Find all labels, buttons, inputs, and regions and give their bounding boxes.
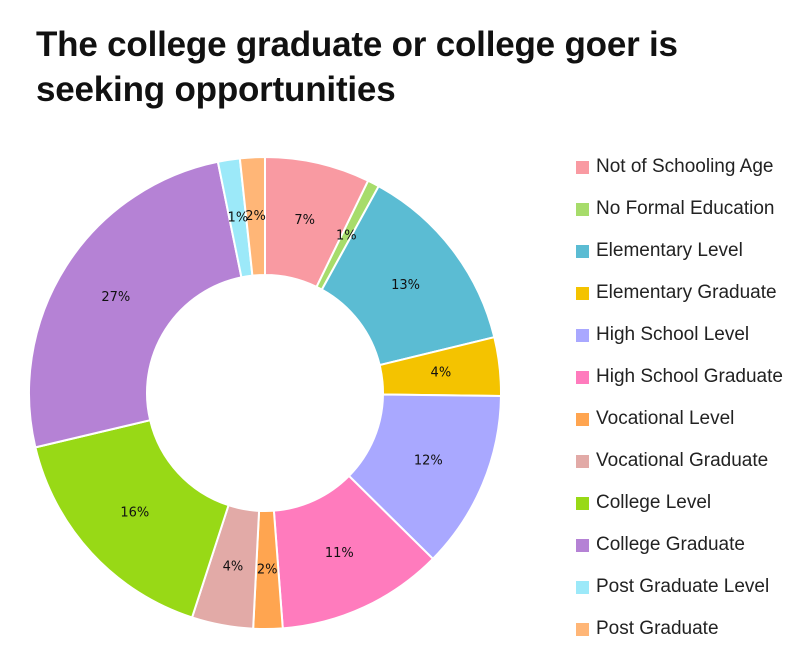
slice-label-elementary-level: 13%: [391, 278, 420, 293]
donut-slice-labels: 7%1%13%4%12%11%2%4%16%27%1%2%: [101, 209, 451, 578]
legend-item-elementary-graduate: Elementary Graduate: [576, 272, 783, 314]
legend-label: Elementary Graduate: [596, 282, 777, 303]
legend-swatch: [576, 580, 589, 594]
legend-item-no-formal-education: No Formal Education: [576, 188, 783, 230]
slice-label-high-school-graduate: 11%: [325, 546, 354, 561]
slice-college-graduate: [28, 160, 243, 449]
legend-swatch: [576, 496, 589, 510]
legend-label: College Level: [596, 492, 712, 513]
legend-swatch: [576, 622, 589, 636]
legend-label: Not of Schooling Age: [596, 156, 774, 177]
slice-label-college-level: 16%: [120, 505, 149, 520]
slice-label-no-formal-education: 1%: [336, 228, 357, 243]
legend-item-post-graduate: Post Graduate: [576, 608, 783, 650]
legend-label: No Formal Education: [596, 198, 775, 219]
slice-label-high-school-level: 12%: [414, 454, 443, 469]
slice-high-school-level: [347, 393, 502, 561]
legend-label: Vocational Graduate: [596, 450, 769, 471]
legend-swatch: [576, 328, 589, 342]
legend-swatch: [576, 202, 589, 216]
legend-label: Elementary Level: [596, 240, 743, 261]
legend-item-high-school-level: High School Level: [576, 314, 783, 356]
legend-item-elementary-level: Elementary Level: [576, 230, 783, 272]
legend-item-high-school-graduate: High School Graduate: [576, 356, 783, 398]
slice-label-not-of-schooling-age: 7%: [294, 213, 315, 228]
slice-label-post-graduate: 2%: [245, 209, 266, 224]
legend-swatch: [576, 286, 589, 300]
legend-label: High School Graduate: [596, 366, 783, 387]
slice-label-college-graduate: 27%: [101, 290, 130, 305]
legend-label: Vocational Level: [596, 408, 735, 429]
legend-swatch: [576, 538, 589, 552]
slice-label-elementary-graduate: 4%: [431, 366, 452, 381]
legend-item-not-of-schooling-age: Not of Schooling Age: [576, 146, 783, 188]
slice-label-vocational-graduate: 4%: [223, 560, 244, 575]
chart-title: The college graduate or college goer is …: [36, 25, 678, 109]
legend-item-vocational-graduate: Vocational Graduate: [576, 440, 783, 482]
legend-label: College Graduate: [596, 534, 745, 555]
legend-item-college-graduate: College Graduate: [576, 524, 783, 566]
legend-swatch: [576, 454, 589, 468]
legend: Not of Schooling Age No Formal Education E…: [576, 146, 783, 650]
slice-label-post-graduate-level: 1%: [228, 211, 249, 226]
legend-label: High School Level: [596, 324, 750, 345]
legend-swatch: [576, 370, 589, 384]
slice-elementary-level: [320, 184, 496, 367]
legend-item-vocational-level: Vocational Level: [576, 398, 783, 440]
legend-swatch: [576, 160, 589, 174]
slice-post-graduate: [238, 155, 266, 277]
donut-slices: [28, 155, 502, 630]
legend-swatch: [576, 244, 589, 258]
legend-item-college-level: College Level: [576, 482, 783, 524]
legend-label: Post Graduate Level: [596, 576, 770, 597]
legend-label: Post Graduate: [596, 618, 719, 639]
legend-item-post-graduate-level: Post Graduate Level: [576, 566, 783, 608]
slice-college-level: [34, 418, 230, 619]
legend-swatch: [576, 412, 589, 426]
slice-label-vocational-level: 2%: [257, 562, 278, 577]
